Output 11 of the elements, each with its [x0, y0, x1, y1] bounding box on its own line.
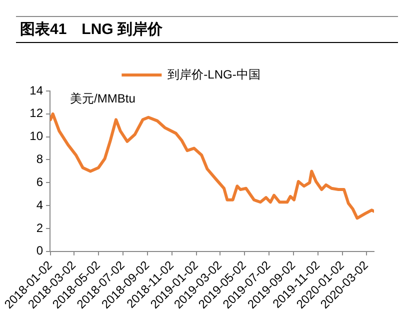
y-axis-title: 美元/MMBtu	[70, 91, 136, 106]
legend-label: 到岸价-LNG-中国	[168, 67, 260, 82]
y-tick-label: 12	[30, 106, 44, 120]
y-tick-label: 2	[36, 220, 44, 235]
y-tick-label: 0	[36, 244, 44, 258]
y-tick-label: 6	[36, 174, 44, 189]
y-tick-label: 8	[36, 152, 44, 166]
chart-title: 图表41 LNG 到岸价	[16, 16, 398, 43]
y-tick-label: 4	[36, 198, 44, 212]
y-tick-label: 14	[30, 83, 44, 98]
y-tick-label: 10	[30, 129, 44, 144]
